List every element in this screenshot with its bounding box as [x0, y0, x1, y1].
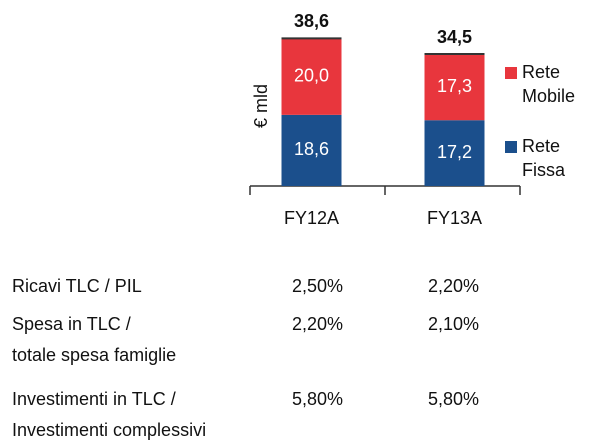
x-tick-label: FY13A: [427, 208, 482, 228]
bar-segment: [281, 38, 342, 115]
row-label: Ricavi TLC / PIL: [12, 276, 142, 296]
total-label: 38,6: [294, 11, 329, 31]
y-axis-label: € mld: [251, 84, 271, 128]
bar-segment: [424, 54, 485, 121]
row-value: 2,20%: [292, 314, 343, 334]
x-tick-label: FY12A: [284, 208, 339, 228]
legend-label: Rete Mobile: [522, 62, 575, 106]
legend-swatch: [505, 67, 517, 79]
legend-swatch: [505, 141, 517, 153]
row-value: 2,10%: [428, 314, 479, 334]
legend-label: Rete Fissa: [522, 136, 566, 180]
bar-value-label: 17,2: [437, 142, 472, 162]
row-value: 5,80%: [428, 389, 479, 409]
row-label: Spesa in TLC / totale spesa famiglie: [12, 314, 176, 365]
row-label: Investimenti in TLC / Investimenti comple…: [12, 389, 206, 440]
row-value: 2,50%: [292, 276, 343, 296]
bar-segment: [281, 114, 342, 186]
bar-value-label: 20,0: [294, 65, 329, 85]
bar-segment: [424, 120, 485, 186]
bar-value-label: 18,6: [294, 139, 329, 159]
row-value: 5,80%: [292, 389, 343, 409]
row-value: 2,20%: [428, 276, 479, 296]
bar-value-label: 17,3: [437, 76, 472, 96]
total-label: 34,5: [437, 27, 472, 47]
